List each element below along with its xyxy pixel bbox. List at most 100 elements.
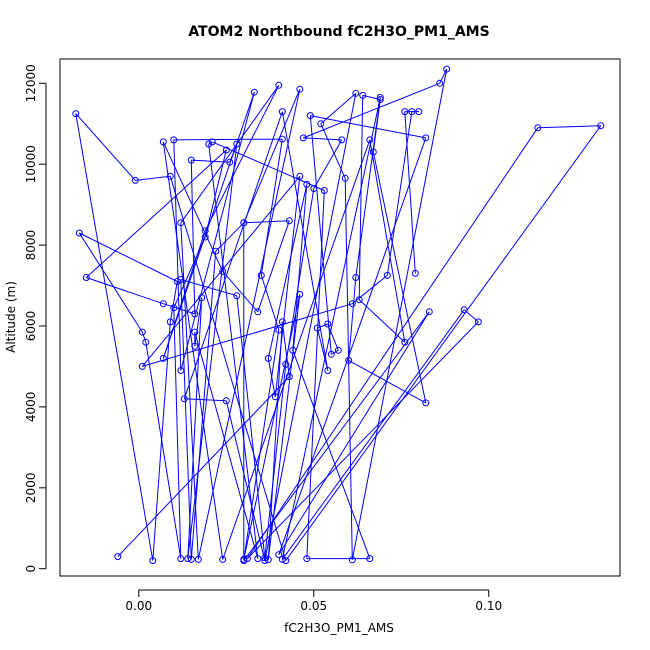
data-point [264, 354, 272, 362]
data-point [191, 328, 199, 336]
series-segment [187, 143, 238, 559]
data-point [166, 318, 174, 326]
data-point [401, 338, 409, 346]
data-point [282, 360, 290, 368]
data-point [131, 176, 139, 184]
data-point [75, 229, 83, 237]
data-point [352, 89, 360, 97]
data-point [194, 555, 202, 563]
data-point [376, 93, 384, 101]
series-segment [243, 329, 280, 560]
series-segment [386, 111, 413, 276]
series-segment [243, 311, 430, 561]
series-segment [141, 175, 301, 367]
series-segment [285, 188, 315, 365]
y-tick-label: 6000 [24, 311, 38, 342]
series-segment [141, 331, 147, 343]
data-point [411, 269, 419, 277]
data-point [348, 300, 356, 308]
series-segment [187, 297, 203, 559]
data-point [320, 187, 328, 194]
data-point [296, 290, 304, 298]
data-point [275, 81, 283, 89]
data-point [275, 326, 283, 334]
series-segment [173, 139, 182, 371]
series-segment [316, 327, 329, 371]
series-segment [180, 85, 280, 224]
series-segment [162, 141, 224, 560]
series-segment [267, 184, 308, 359]
series-segment [267, 358, 276, 397]
data-point [366, 555, 374, 563]
series-points [72, 65, 605, 565]
data-point [114, 553, 122, 561]
data-point [271, 393, 279, 401]
x-tick-label: 0.10 [475, 599, 502, 613]
plot-data-layer [72, 65, 605, 565]
data-point [184, 555, 192, 563]
y-tick-label: 4000 [24, 392, 38, 423]
series-segment [183, 111, 283, 399]
series-segment [348, 359, 427, 404]
data-point [299, 134, 307, 142]
data-point [341, 174, 349, 182]
data-point [422, 399, 430, 407]
series-segment [86, 277, 164, 305]
series-segment [75, 113, 136, 181]
series-segment [180, 279, 192, 560]
series-segment [372, 151, 427, 404]
series-segment [75, 113, 154, 561]
data-point [82, 274, 90, 281]
data-point [187, 555, 195, 563]
data-point [345, 356, 353, 364]
series-lines [75, 68, 602, 561]
series-segment [85, 149, 227, 278]
data-point [233, 292, 241, 300]
data-point [180, 395, 188, 403]
data-point [138, 362, 146, 370]
series-segment [173, 236, 206, 309]
series-segment [169, 176, 287, 561]
data-point [306, 112, 314, 120]
series-segment [404, 111, 416, 274]
data-point [170, 304, 178, 312]
series-segment [163, 303, 195, 315]
y-axis: 0 2000 4000 6000 8000 10000 12000 [24, 64, 47, 573]
data-point [170, 136, 178, 144]
series-segment [317, 323, 328, 329]
series-segment [331, 349, 339, 355]
series-segment [246, 321, 479, 559]
data-point [303, 555, 311, 563]
data-point [191, 342, 199, 350]
data-point [177, 276, 185, 283]
data-point [425, 308, 433, 316]
series-segment [267, 321, 283, 560]
series-segment [208, 143, 259, 559]
series-segment [184, 398, 227, 402]
y-tick-label: 12000 [24, 64, 38, 102]
series-segment [194, 331, 259, 559]
series-segment [281, 321, 290, 377]
data-point [173, 278, 181, 285]
data-point [324, 367, 332, 374]
data-point [278, 318, 286, 326]
series-segment [180, 279, 237, 297]
series-segment [197, 89, 301, 560]
data-point [334, 346, 342, 354]
series-segment [306, 190, 325, 559]
series-segment [257, 220, 290, 312]
series-segment [274, 176, 301, 397]
series-segment [142, 303, 353, 367]
series-segment [204, 149, 227, 238]
data-point [597, 122, 605, 130]
data-point [142, 338, 150, 346]
data-point [250, 88, 258, 96]
data-point [177, 555, 185, 563]
data-point [460, 306, 468, 314]
data-point [264, 556, 272, 564]
data-point [257, 271, 265, 279]
data-point [327, 350, 335, 358]
y-tick-label: 0 [24, 565, 38, 573]
series-segment [173, 307, 182, 559]
data-point [278, 555, 286, 563]
